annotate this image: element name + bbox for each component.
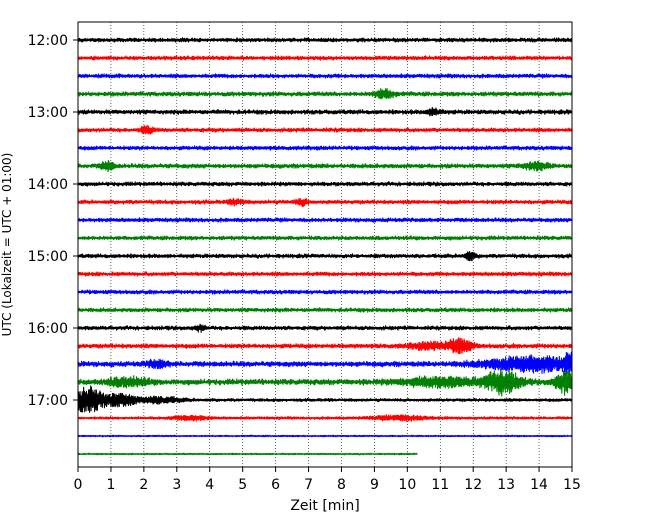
- trace-1700: [77, 385, 573, 413]
- y-tick-label: 16:00: [28, 321, 68, 337]
- trace-1345: [77, 159, 573, 173]
- trace-1415: [77, 197, 573, 208]
- y-tick-label: 15:00: [28, 249, 68, 265]
- x-tick-label: 2: [139, 477, 148, 493]
- y-tick-label: 14:00: [28, 177, 68, 193]
- y-axis: 12:00 13:00 14:00 15:00 16:00 17:00: [28, 33, 78, 409]
- trace-1300: [77, 106, 573, 117]
- trace-1330: [77, 145, 573, 151]
- trace-1230: [77, 73, 573, 79]
- grid-lines: [110, 22, 540, 467]
- trace-1245: [77, 87, 573, 100]
- x-tick-label: 5: [238, 477, 247, 493]
- plot-frame: [77, 21, 573, 468]
- x-axis: 0 1 2 3 4 5 6 7 8 9 10 11 12 13 14 15: [74, 467, 581, 493]
- x-tick-label: 8: [337, 477, 346, 493]
- trace-1630: [77, 351, 573, 377]
- trace-1430: [77, 217, 573, 223]
- x-tick-label: 11: [431, 477, 449, 493]
- x-tick-label: 12: [464, 477, 482, 493]
- trace-1215: [77, 55, 573, 61]
- trace-1445: [77, 235, 573, 241]
- trace-1745: [77, 452, 418, 456]
- y-tick-label: 12:00: [28, 33, 68, 49]
- x-tick-label: 7: [304, 477, 313, 493]
- trace-1200: [77, 37, 573, 43]
- x-tick-label: 4: [205, 477, 214, 493]
- trace-group: [77, 37, 573, 456]
- x-tick-label: 15: [563, 477, 581, 493]
- x-tick-label: 1: [106, 477, 115, 493]
- trace-1730: [77, 434, 573, 438]
- x-tick-label: 10: [398, 477, 416, 493]
- trace-1315: [77, 124, 573, 135]
- x-tick-label: 9: [370, 477, 379, 493]
- x-tick-label: 13: [497, 477, 515, 493]
- y-axis-label: UTC (Lokalzeit = UTC + 01:00): [0, 153, 14, 337]
- x-tick-label: 6: [271, 477, 280, 493]
- trace-1400: [77, 181, 573, 187]
- x-tick-label: 3: [172, 477, 181, 493]
- x-tick-label: 14: [530, 477, 548, 493]
- trace-1600: [77, 323, 573, 333]
- trace-1545: [77, 307, 573, 313]
- trace-1645: [77, 367, 573, 397]
- x-tick-label: 0: [74, 477, 83, 493]
- trace-1515: [77, 271, 573, 277]
- y-tick-label: 13:00: [28, 105, 68, 121]
- y-tick-label: 17:00: [28, 393, 68, 409]
- trace-1530: [77, 289, 573, 295]
- trace-1500: [77, 250, 573, 262]
- trace-1715: [77, 414, 573, 422]
- trace-1615: [77, 337, 573, 355]
- x-axis-label: Zeit [min]: [290, 498, 359, 514]
